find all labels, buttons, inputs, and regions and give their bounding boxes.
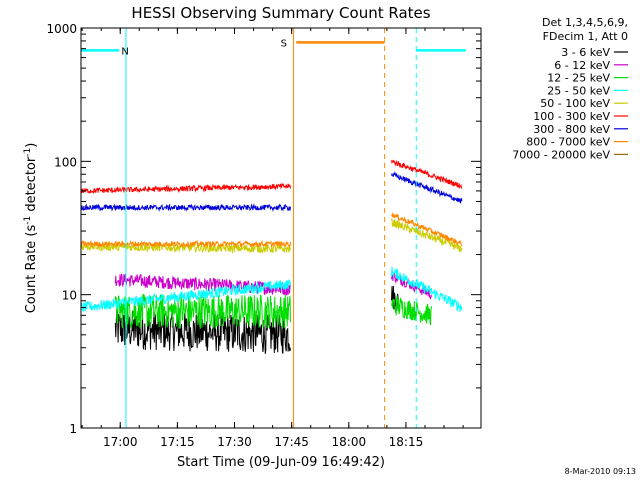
series-line-800-7000keV: [80, 239, 291, 249]
y-tick-label-1000: 1000: [46, 22, 77, 36]
y-axis-label-sup1: -1: [23, 216, 33, 225]
y-tick-label-1: 1: [69, 422, 77, 436]
y-tick-label-10: 10: [62, 289, 77, 303]
series-line-12-25keV: [114, 293, 291, 329]
legend-header-line-2: FDecim 1, Att 0: [543, 30, 628, 43]
y-axis-label-end: ): [24, 143, 39, 148]
legend-label: 25 - 50 keV: [547, 84, 610, 97]
series-line-25-50keV: [391, 266, 463, 312]
legend-label: 300 - 800 keV: [533, 123, 610, 136]
annotation-s-label: S: [281, 38, 287, 49]
y-axis-label-main: Count Rate (s: [24, 225, 39, 314]
legend-label: 3 - 6 keV: [561, 46, 610, 59]
y-axis-label: Count Rate (s-1 detector-1): [23, 143, 39, 314]
x-axis-label: Start Time (09-Jun-09 16:49:42): [177, 455, 385, 470]
legend-label: 50 - 100 keV: [540, 97, 610, 110]
x-tick-label-18:00: 18:00: [332, 435, 367, 449]
y-axis-label-sup2: -1: [23, 148, 33, 157]
legend-label: 12 - 25 keV: [547, 72, 610, 85]
x-tick-label-17:00: 17:00: [103, 435, 138, 449]
series-line-50-100keV: [391, 218, 463, 253]
chart-title: HESSI Observing Summary Count Rates: [131, 4, 430, 22]
x-tick-label-17:30: 17:30: [217, 435, 252, 449]
series-line-100-300keV: [80, 182, 291, 195]
legend-label: 7000 - 20000 keV: [512, 148, 610, 161]
annotation-layer: NS: [81, 28, 466, 428]
y-tick-label-100: 100: [54, 155, 77, 169]
series-line-300-800keV: [80, 203, 291, 213]
x-tick-label-17:45: 17:45: [274, 435, 309, 449]
series-line-25-50keV: [80, 279, 291, 312]
legend-label: 800 - 7000 keV: [526, 136, 610, 149]
legend: Det 1,3,4,5,6,9, FDecim 1, Att 0 3 - 6 k…: [512, 16, 628, 161]
series-line-300-800keV: [391, 171, 463, 204]
legend-label: 6 - 12 keV: [554, 59, 610, 72]
plot-data: [80, 159, 463, 354]
y-axis-label-mid: detector: [24, 156, 39, 216]
legend-header-line-1: Det 1,3,4,5,6,9,: [542, 16, 628, 29]
series-line-800-7000keV: [391, 212, 463, 247]
series-line-12-25keV: [391, 294, 432, 326]
series-line-6-12keV: [114, 273, 291, 296]
x-tick-label-18:15: 18:15: [389, 435, 424, 449]
series-line-3-6keV: [114, 309, 291, 354]
plot-frame: [80, 27, 482, 429]
annotation-n-label: N: [121, 46, 128, 57]
legend-label: 100 - 300 keV: [533, 110, 610, 123]
footer-date: 8-Mar-2010 09:13: [565, 467, 636, 476]
series-line-100-300keV: [391, 159, 463, 190]
x-tick-label-17:15: 17:15: [160, 435, 195, 449]
axis-layer: 17:00 17:15 17:30 17:45 18:00 18:15 1 10 100 1000: [46, 22, 481, 449]
